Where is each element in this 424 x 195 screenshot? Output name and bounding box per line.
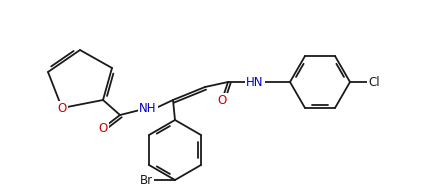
Text: NH: NH xyxy=(139,102,157,114)
Text: Cl: Cl xyxy=(368,75,379,89)
Text: O: O xyxy=(57,102,67,114)
Text: O: O xyxy=(98,121,108,135)
Text: HN: HN xyxy=(246,75,264,89)
Text: Br: Br xyxy=(140,174,153,186)
Text: O: O xyxy=(218,93,226,106)
